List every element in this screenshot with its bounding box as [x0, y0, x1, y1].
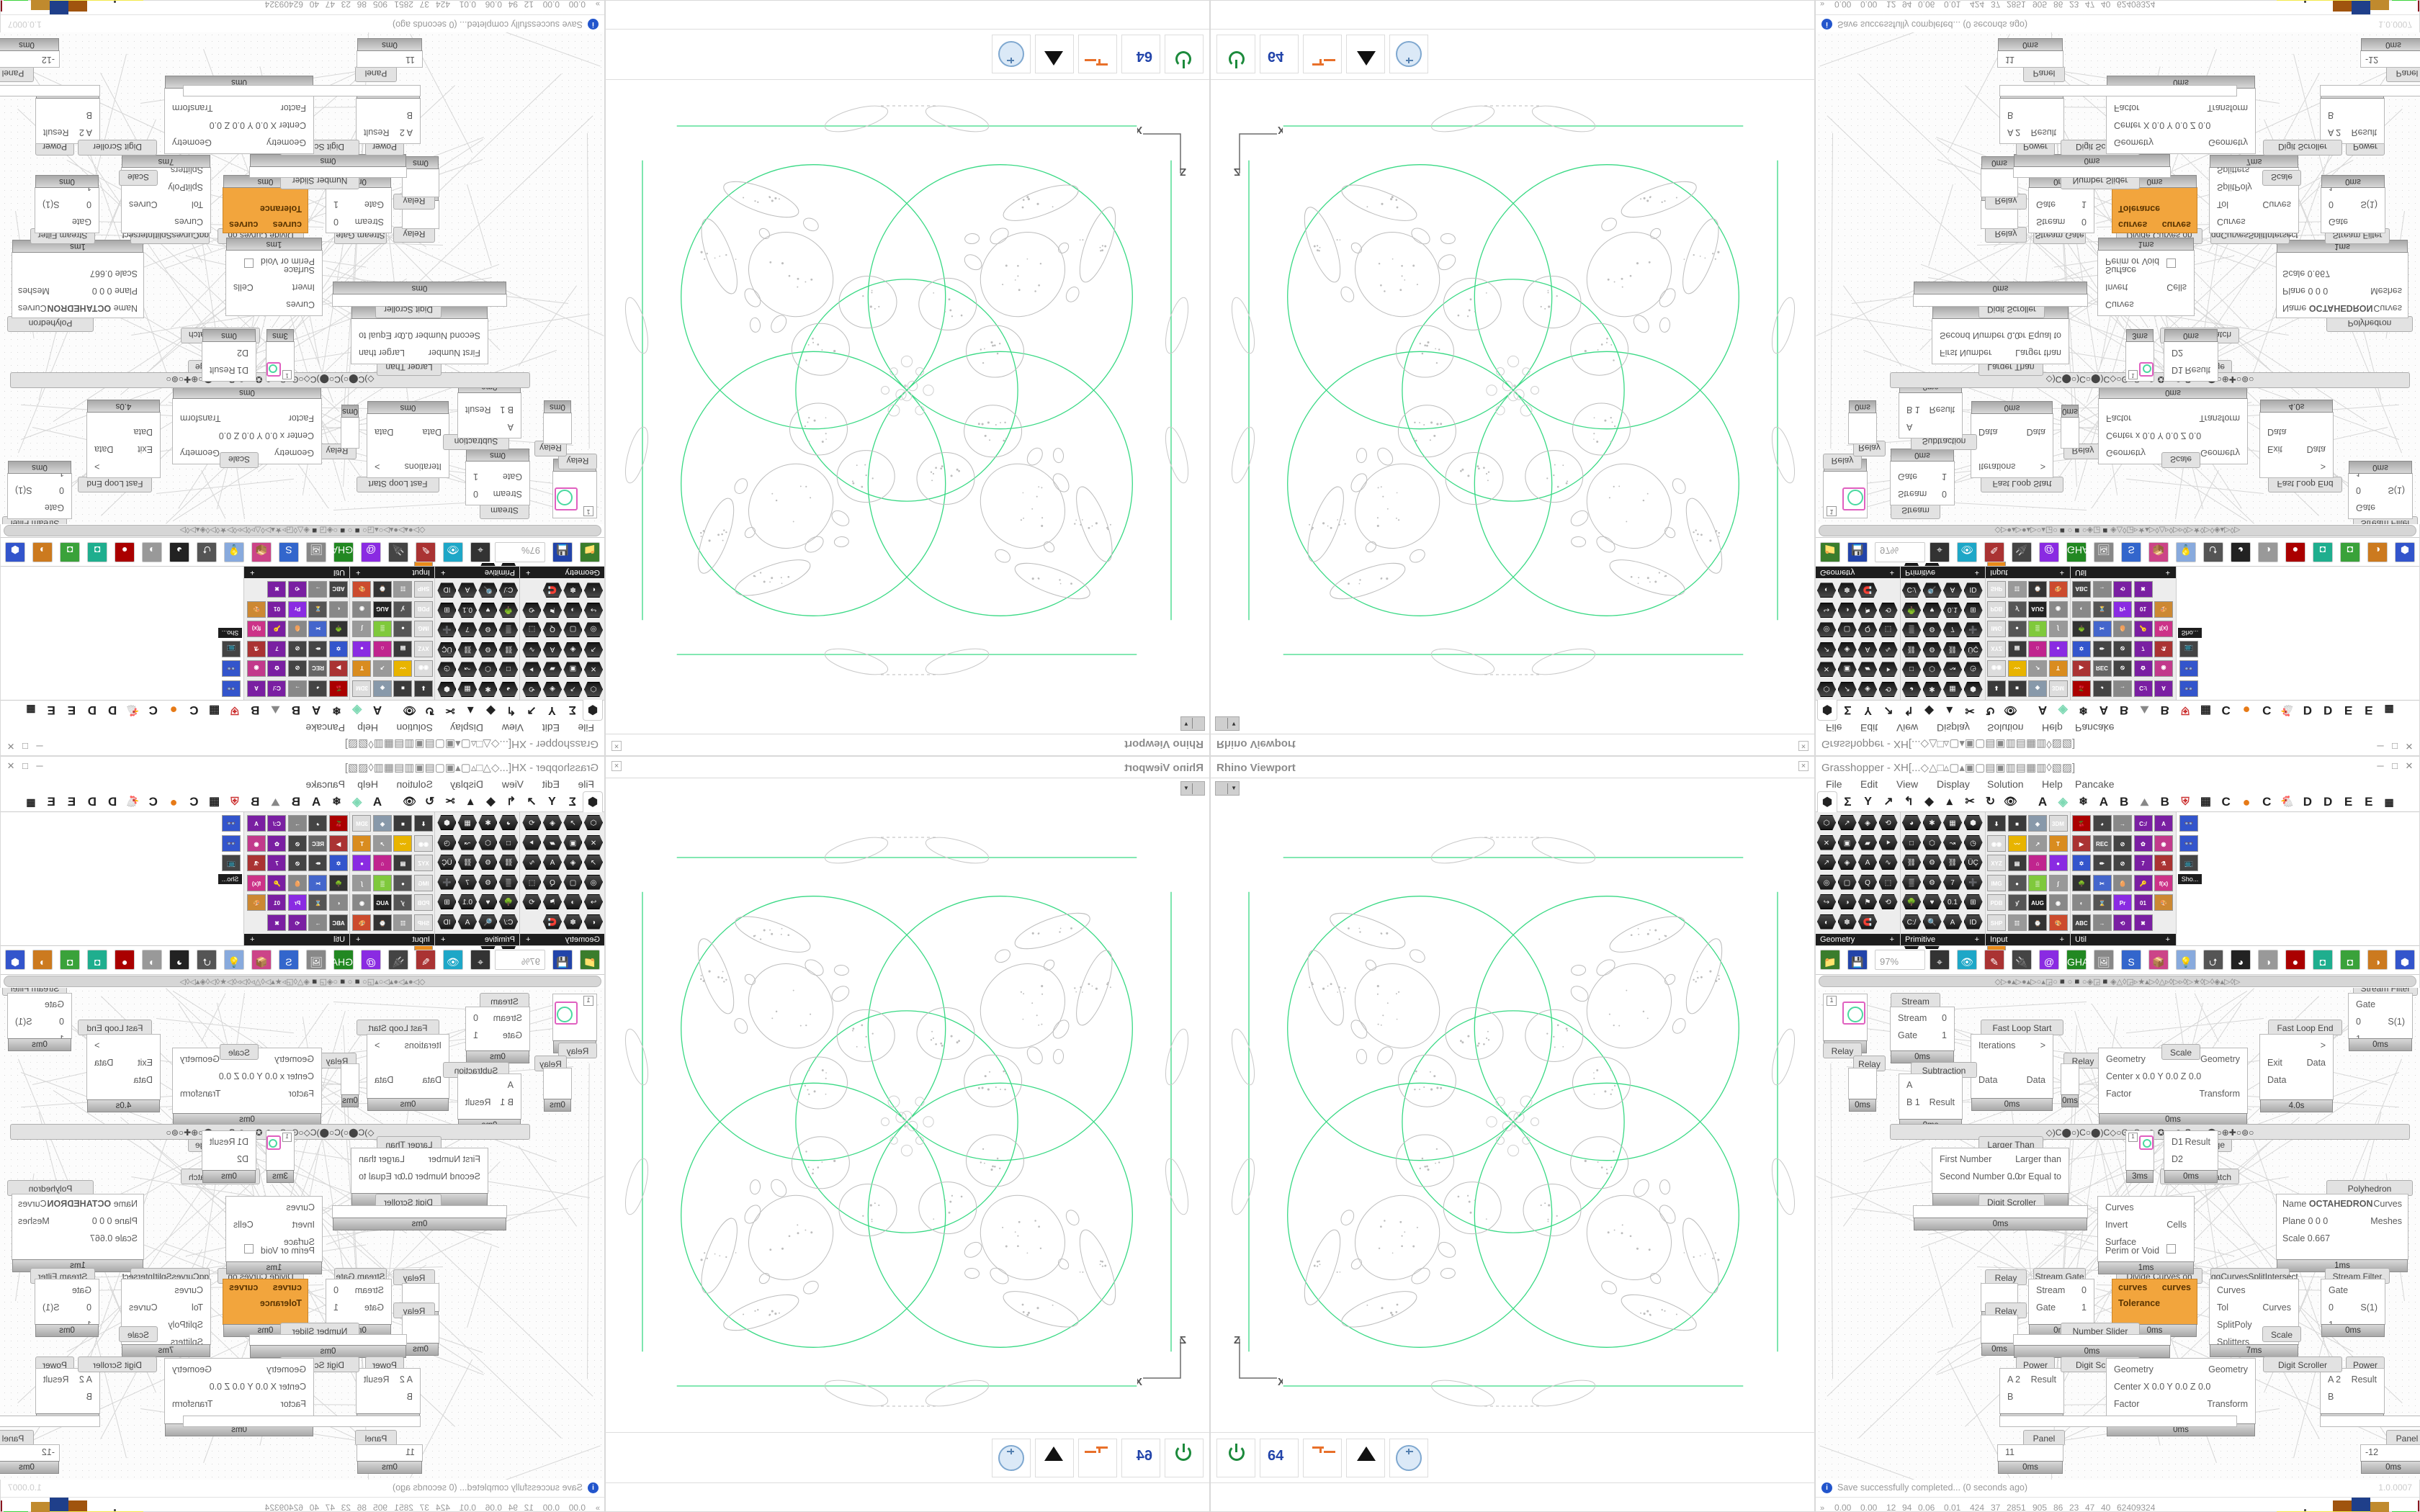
svg-text:X: X	[1278, 127, 1283, 136]
svg-text:Z: Z	[1234, 1335, 1240, 1346]
svg-text:Z: Z	[1234, 166, 1240, 177]
svg-text:Z: Z	[1180, 166, 1186, 177]
svg-text:X: X	[1278, 1376, 1283, 1385]
svg-text:X: X	[1137, 127, 1142, 136]
svg-text:X: X	[1137, 1376, 1142, 1385]
svg-text:Z: Z	[1180, 1335, 1186, 1346]
